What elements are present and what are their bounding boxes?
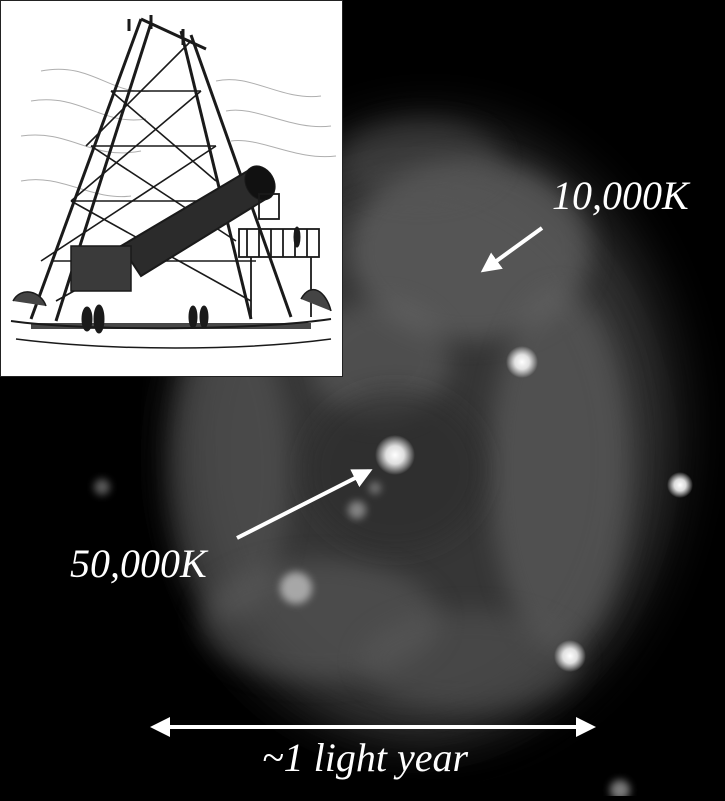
arrow-down-left-icon [480, 226, 544, 273]
star [280, 572, 312, 604]
arrow-up-right-icon [236, 469, 373, 540]
people-figures [81, 226, 301, 334]
star [610, 780, 630, 800]
star [348, 501, 366, 519]
shed [70, 245, 132, 292]
star [554, 640, 586, 672]
star [506, 346, 538, 378]
central-star-temperature-label: 50,000K [70, 541, 207, 586]
star [94, 479, 110, 495]
stars [94, 346, 693, 800]
outer-shell-temperature-label: 10,000K [552, 173, 689, 218]
telescope-engraving-inset [0, 0, 343, 377]
telescope-tube [119, 165, 276, 278]
central-star [375, 435, 415, 475]
sky-hatching [20, 68, 337, 198]
telescope-engraving [10, 15, 337, 349]
star [369, 482, 381, 494]
scale-bar-label: ~1 light year [262, 735, 469, 780]
star [667, 472, 693, 498]
